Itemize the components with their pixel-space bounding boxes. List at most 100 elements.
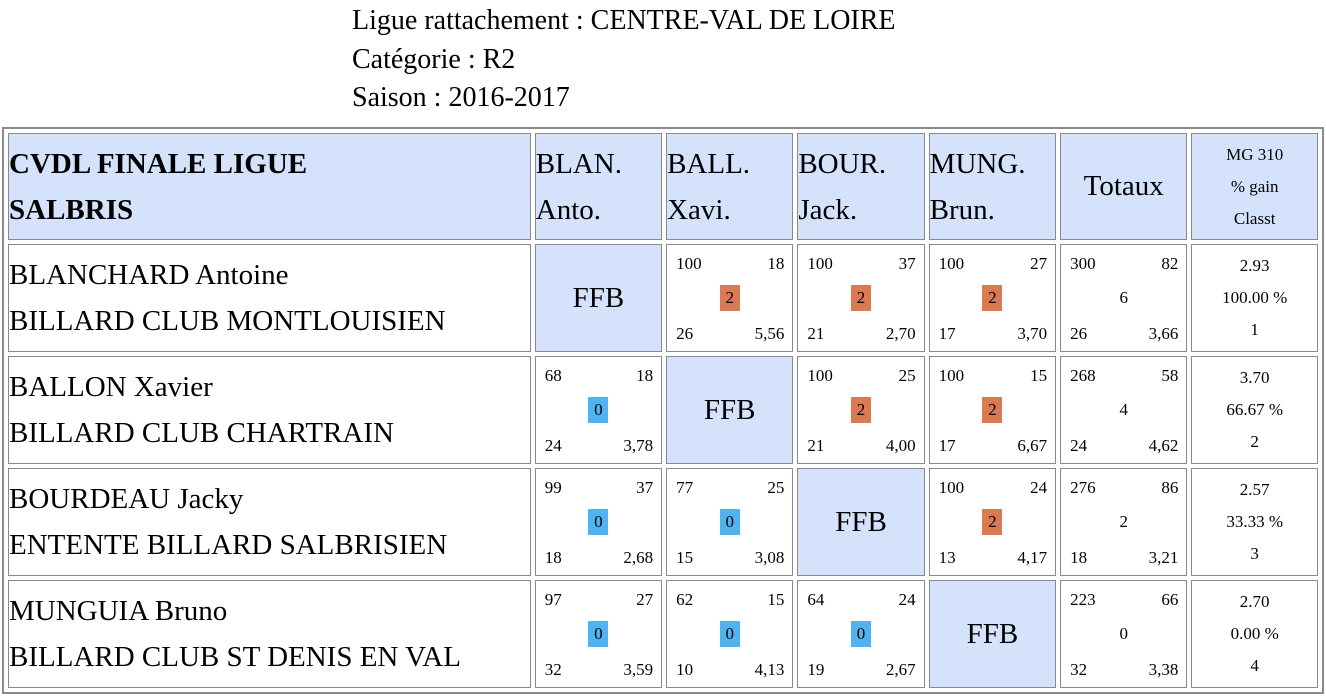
player-club: BILLARD CLUB CHARTRAIN: [9, 417, 394, 449]
match-result-wrap: 0: [536, 358, 661, 462]
ffb-self-cell: FFB: [928, 580, 1057, 688]
match-average: 3,59: [623, 660, 654, 679]
column-header-firstname: Jack.: [798, 193, 858, 226]
match-result-wrap: 0: [798, 582, 923, 686]
rank: 3: [1250, 544, 1259, 563]
match-innings: 24: [544, 436, 562, 455]
match-innings: 21: [807, 436, 825, 455]
total-match-points-wrap: 2: [1061, 470, 1186, 574]
player-cell: BOURDEAU Jacky ENTENTE BILLARD SALBRISIEN: [8, 468, 531, 576]
mg-header-line: MG 310: [1226, 144, 1284, 164]
match-innings: 32: [544, 660, 562, 679]
total-innings: 32: [1070, 660, 1088, 679]
total-best-series: 58: [1161, 366, 1179, 385]
total-points: 276: [1070, 478, 1096, 497]
ffb-self-cell: FFB: [534, 244, 663, 352]
rank: 2: [1250, 432, 1259, 451]
match-points: 62: [676, 590, 694, 609]
match-cell: 100 27 2 17 3,70: [928, 244, 1057, 352]
match-cell-content: 100 18 2 26 5,56: [667, 246, 792, 350]
player-cell: BALLON Xavier BILLARD CLUB CHARTRAIN: [8, 356, 531, 464]
ranking-cell: 3.70 66.67 % 2: [1191, 356, 1318, 464]
gain-percent: 100.00 %: [1222, 288, 1288, 307]
match-innings: 15: [676, 548, 694, 567]
match-best-series: 37: [898, 254, 916, 273]
results-table: CVDL FINALE LIGUE SALBRIS BLAN. Anto. BA…: [2, 127, 1324, 694]
match-result-badge: 2: [982, 397, 1003, 423]
match-result-wrap: 0: [667, 470, 792, 574]
player-name: BOURDEAU Jacky: [9, 483, 244, 515]
general-average: 2.93: [1239, 256, 1270, 275]
match-average: 3,78: [623, 436, 654, 455]
match-best-series: 18: [767, 254, 785, 273]
match-cell: 100 24 2 13 4,17: [928, 468, 1057, 576]
tournament-title-line1: CVDL FINALE LIGUE: [9, 147, 308, 180]
match-result-badge: 2: [719, 285, 740, 311]
match-result-wrap: 2: [798, 358, 923, 462]
match-cell: 100 25 2 21 4,00: [797, 356, 925, 464]
total-match-points: 0: [1119, 624, 1128, 643]
player-club: BILLARD CLUB MONTLOUISIEN: [9, 305, 446, 337]
match-cell-content: 62 15 0 10 4,13: [667, 582, 792, 686]
mg-header: MG 310 % gain Classt: [1191, 133, 1318, 240]
match-result-badge: 2: [850, 397, 871, 423]
total-match-points-wrap: 6: [1061, 246, 1186, 350]
match-average: 4,17: [1017, 548, 1048, 567]
match-result-wrap: 2: [798, 246, 923, 350]
match-best-series: 27: [636, 590, 654, 609]
total-average: 4,62: [1148, 436, 1179, 455]
match-cell-content: 77 25 0 15 3,08: [667, 470, 792, 574]
column-header-firstname: Anto.: [535, 193, 602, 226]
match-result-badge: 0: [588, 621, 609, 647]
match-innings: 26: [676, 324, 694, 343]
match-result-badge: 0: [588, 397, 609, 423]
total-average: 3,66: [1148, 324, 1179, 343]
player-row: MUNGUIA Bruno BILLARD CLUB ST DENIS EN VA…: [8, 580, 1318, 688]
column-header-firstname: Brun.: [929, 193, 995, 226]
player-row: BLANCHARD Antoine BILLARD CLUB MONTLOUISI…: [8, 244, 1318, 352]
rank: 4: [1250, 656, 1259, 675]
general-average: 2.57: [1239, 480, 1270, 499]
match-cell-content: 100 25 2 21 4,00: [798, 358, 923, 462]
total-points: 300: [1070, 254, 1096, 273]
match-cell: 97 27 0 32 3,59: [534, 580, 663, 688]
column-header: MUNG. Brun.: [928, 133, 1057, 240]
total-best-series: 66: [1161, 590, 1179, 609]
ffb-self-cell: FFB: [797, 468, 925, 576]
tournament-title-line2: SALBRIS: [9, 193, 134, 226]
total-match-points: 4: [1119, 400, 1128, 419]
match-best-series: 25: [767, 478, 785, 497]
column-header: BALL. Xavi.: [666, 133, 794, 240]
gain-percent: 0.00 %: [1230, 624, 1279, 643]
total-average: 3,38: [1148, 660, 1179, 679]
total-average: 3,21: [1148, 548, 1179, 567]
totals-cell-content: 268 58 4 24 4,62: [1061, 358, 1186, 462]
tournament-title-cell: CVDL FINALE LIGUE SALBRIS: [8, 133, 531, 240]
match-average: 5,56: [754, 324, 785, 343]
match-best-series: 18: [636, 366, 654, 385]
match-cell: 99 37 0 18 2,68: [534, 468, 663, 576]
total-points: 268: [1070, 366, 1096, 385]
match-result-wrap: 0: [536, 470, 661, 574]
match-points: 99: [544, 478, 562, 497]
match-cell: 64 24 0 19 2,67: [797, 580, 925, 688]
match-average: 4,00: [885, 436, 916, 455]
total-match-points-wrap: 4: [1061, 358, 1186, 462]
match-innings: 19: [807, 660, 825, 679]
column-header: BLAN. Anto.: [534, 133, 663, 240]
match-best-series: 15: [767, 590, 785, 609]
match-result-badge: 2: [850, 285, 871, 311]
totals-cell-content: 300 82 6 26 3,66: [1061, 246, 1186, 350]
gain-header-line: % gain: [1230, 176, 1279, 196]
match-cell: 77 25 0 15 3,08: [666, 468, 794, 576]
match-result-wrap: 0: [536, 582, 661, 686]
match-result-wrap: 2: [667, 246, 792, 350]
match-best-series: 37: [636, 478, 654, 497]
player-cell: BLANCHARD Antoine BILLARD CLUB MONTLOUISI…: [8, 244, 531, 352]
match-innings: 13: [938, 548, 956, 567]
totals-cell-content: 276 86 2 18 3,21: [1061, 470, 1186, 574]
match-cell: 62 15 0 10 4,13: [666, 580, 794, 688]
match-average: 3,08: [754, 548, 785, 567]
totals-cell-content: 223 66 0 32 3,38: [1061, 582, 1186, 686]
match-cell-content: 97 27 0 32 3,59: [536, 582, 661, 686]
